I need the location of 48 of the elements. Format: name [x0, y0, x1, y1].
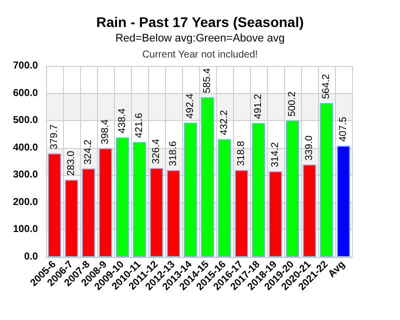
data-label: 492.4 — [185, 93, 196, 119]
text: Current Year not included! — [142, 50, 258, 60]
y-tick-label: 500.0 — [12, 115, 38, 126]
y-tick-label: 700.0 — [12, 60, 38, 72]
bar — [286, 120, 300, 257]
data-label: 318.6 — [168, 140, 179, 166]
y-tick-label: 600.0 — [12, 88, 38, 99]
chart-subtitle: Red=Below avg:Green=Above avg — [115, 32, 285, 44]
x-tick-label: Avg — [326, 259, 348, 280]
bar — [48, 153, 62, 257]
data-label: 564.2 — [321, 74, 332, 100]
data-label: 339.0 — [304, 135, 315, 160]
bar — [218, 139, 232, 257]
bar — [234, 170, 248, 257]
bar — [150, 168, 164, 257]
y-tick-label: 0.0 — [24, 252, 38, 262]
bar — [320, 103, 334, 257]
y-tick-label: 400.0 — [12, 142, 38, 154]
y-tick-label: 100.0 — [12, 224, 38, 236]
data-label: 398.4 — [100, 118, 111, 144]
bar — [252, 122, 266, 257]
data-label: 314.2 — [270, 142, 281, 168]
chart-title: Rain - Past 17 Years (Seasonal) — [96, 14, 304, 30]
bar — [64, 180, 78, 257]
data-label: 379.7 — [49, 124, 60, 150]
data-label: 432.2 — [219, 110, 230, 136]
data-label: 407.5 — [338, 116, 349, 142]
bar — [82, 168, 96, 257]
data-label: 318.8 — [236, 140, 247, 166]
bar — [166, 170, 180, 257]
bar — [200, 97, 214, 257]
data-label: 421.6 — [134, 112, 145, 138]
bar — [132, 142, 146, 257]
y-tick-label: 200.0 — [12, 196, 38, 208]
bar — [268, 171, 282, 257]
data-label: 585.4 — [202, 68, 213, 94]
y-tick-label: 300.0 — [12, 170, 38, 181]
bar — [116, 137, 130, 257]
data-label: 438.4 — [117, 108, 128, 134]
data-label: 324.2 — [83, 139, 94, 165]
bar — [98, 148, 112, 257]
data-label: 283.0 — [66, 150, 77, 176]
bar — [336, 146, 350, 257]
data-label: 326.4 — [151, 138, 162, 164]
data-label: 500.2 — [287, 91, 298, 117]
data-label: 491.2 — [253, 94, 264, 119]
bar — [302, 164, 316, 257]
bar — [184, 122, 198, 257]
